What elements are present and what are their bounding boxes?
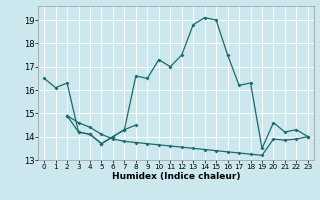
X-axis label: Humidex (Indice chaleur): Humidex (Indice chaleur): [112, 172, 240, 181]
